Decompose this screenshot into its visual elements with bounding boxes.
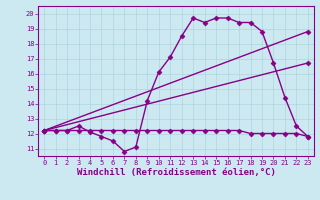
X-axis label: Windchill (Refroidissement éolien,°C): Windchill (Refroidissement éolien,°C) xyxy=(76,168,276,177)
